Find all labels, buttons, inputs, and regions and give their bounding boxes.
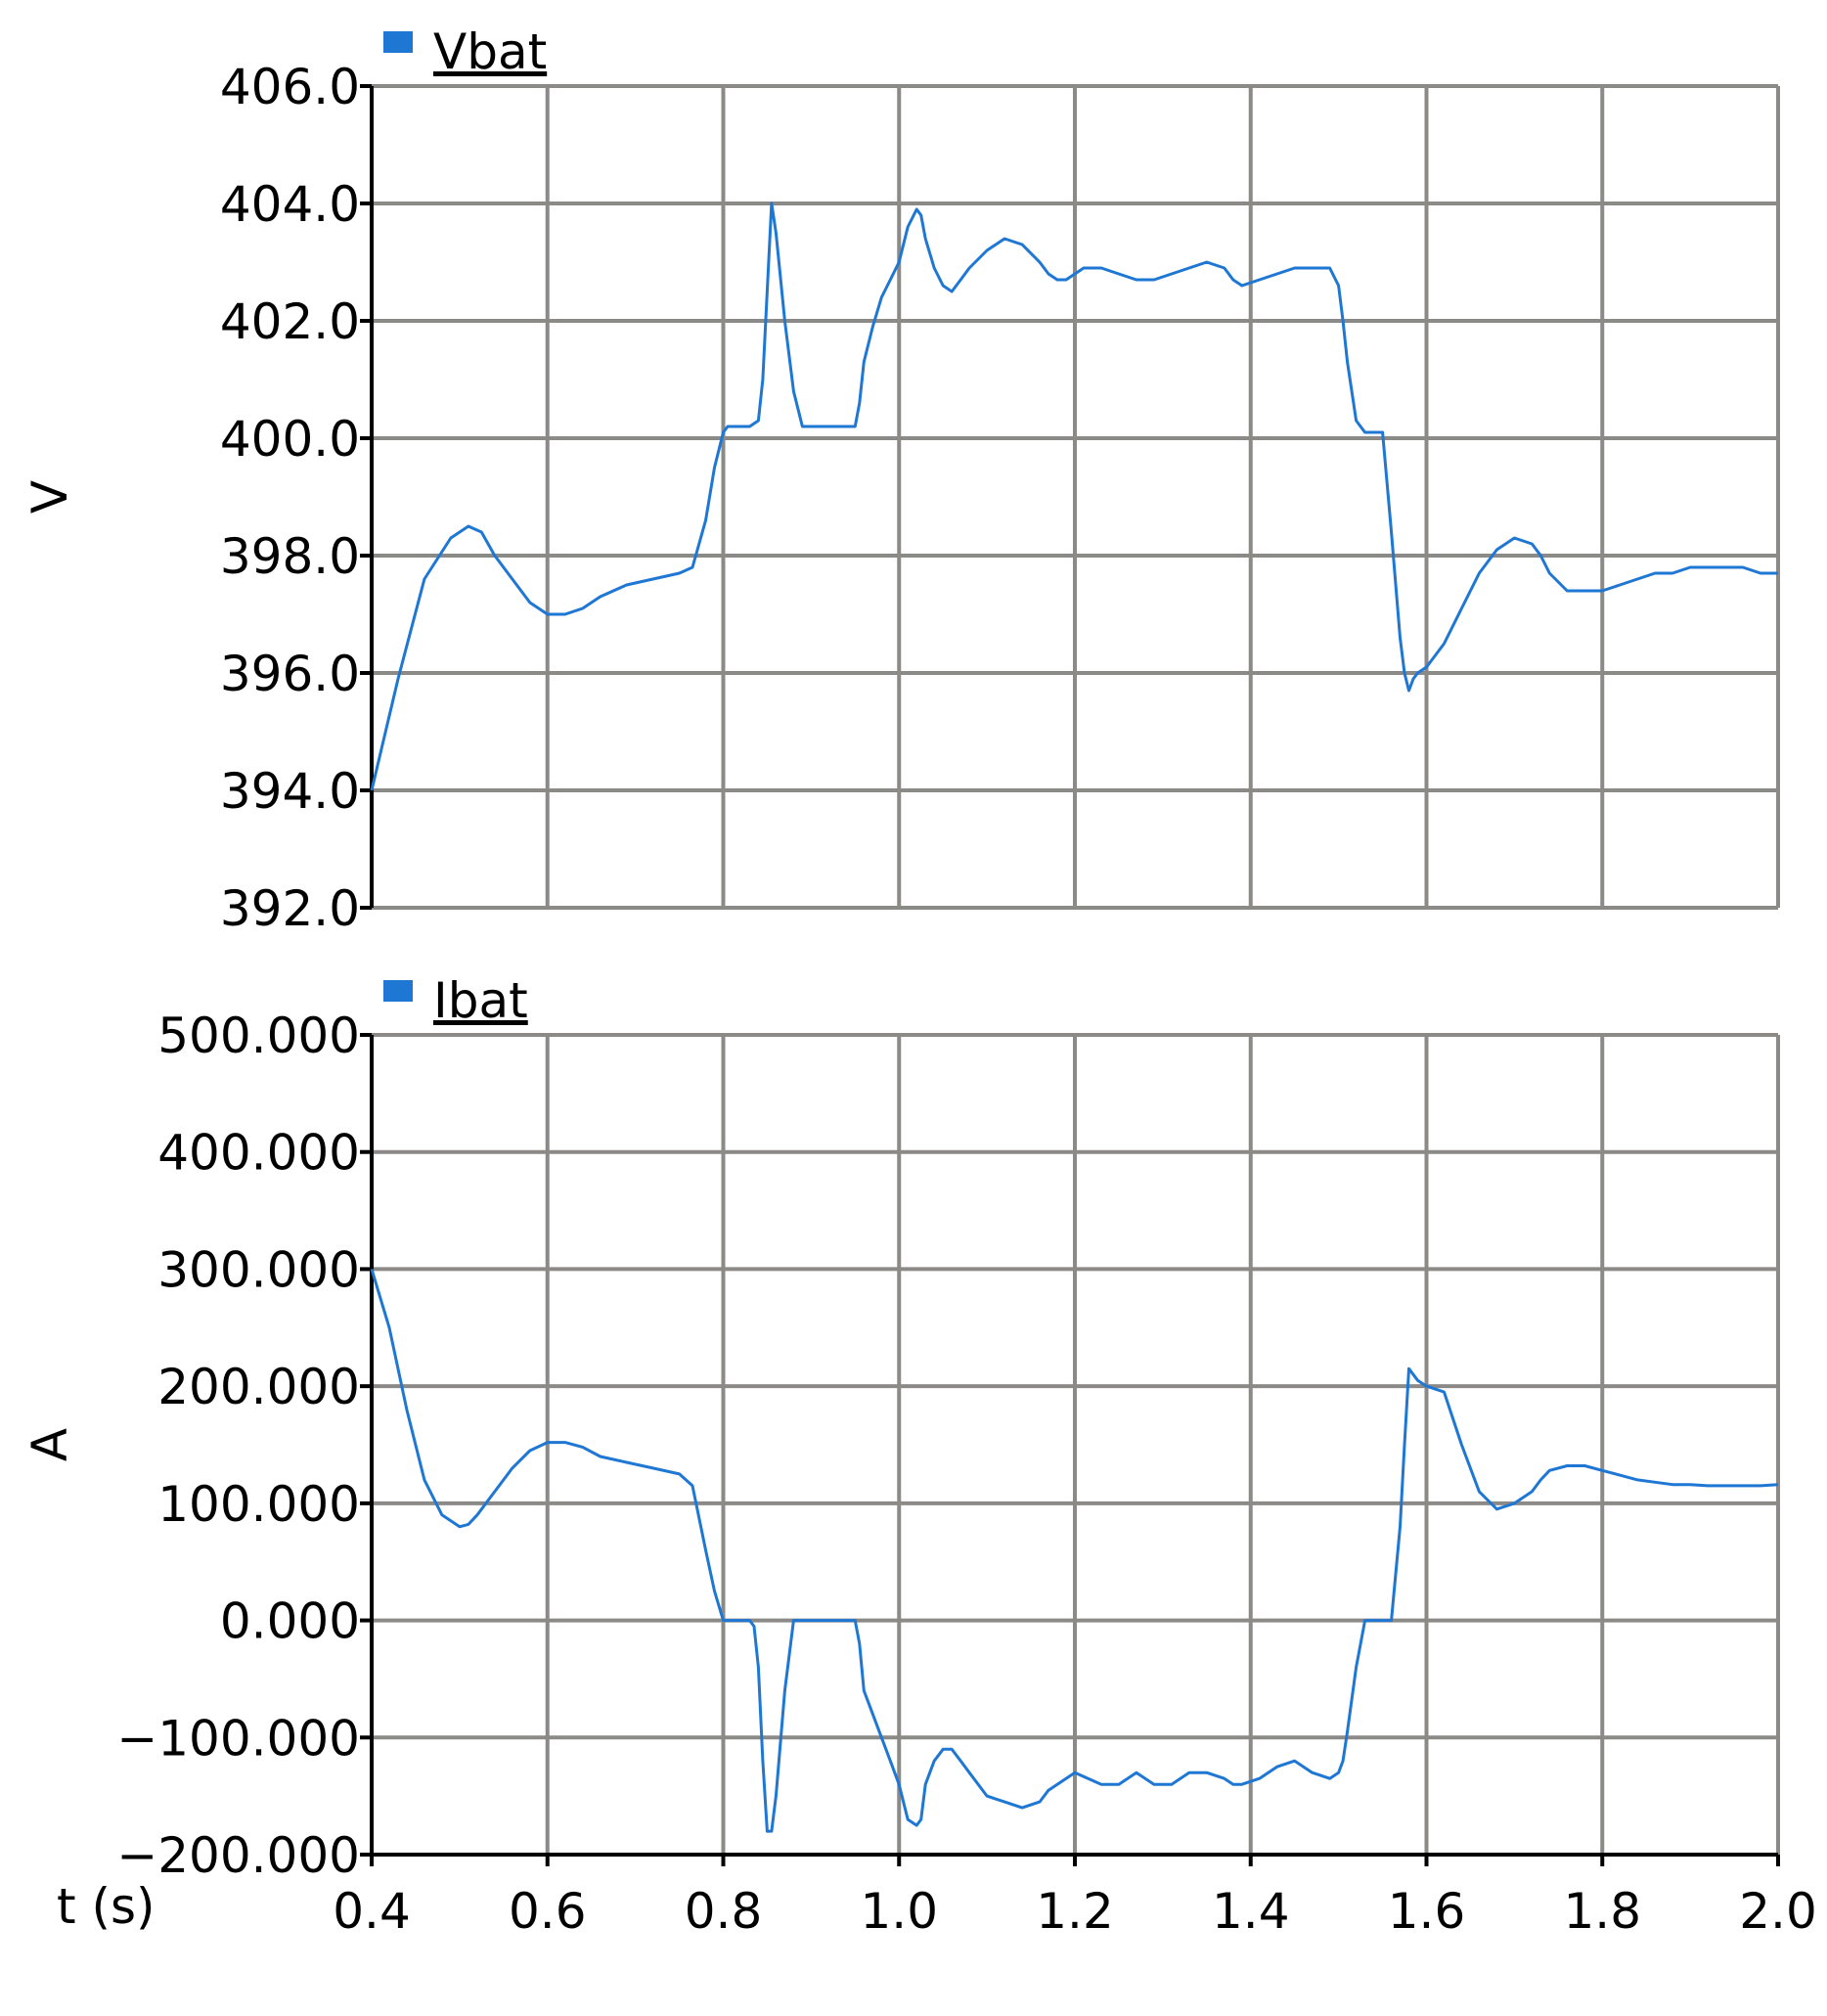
voltage-chart-panel: 392.0 394.0 396.0 398.0 400.0 402.0 404.0 406.0… [22,23,1780,937]
x-tick-label: 1.8 [1563,1883,1641,1940]
y-tick-label: −200.000 [116,1827,360,1884]
vbat-series-line [370,202,1778,791]
x-tick-label: 1.4 [1212,1883,1290,1940]
y-tick-label: 402.0 [220,293,360,350]
x-tick-label: 2.0 [1739,1883,1817,1940]
y-tick-label: 400.000 [157,1125,360,1182]
y-tick-label: 396.0 [220,646,360,702]
current-grid [370,1033,1780,1857]
y-tick-label: 300.000 [157,1241,360,1298]
y-tick-label: 0.000 [220,1593,360,1650]
x-tick-label: 1.0 [860,1883,938,1940]
y-tick-label: 500.000 [157,1008,360,1064]
y-tick-label: 200.000 [157,1359,360,1415]
y-tick-label: 404.0 [220,176,360,233]
ibat-legend-swatch [383,980,413,1002]
y-tick-label: 400.0 [220,411,360,468]
x-tick-label: 0.8 [685,1883,763,1940]
voltage-axes [360,84,374,910]
x-tick-label: 0.6 [509,1883,587,1940]
y-tick-label: −100.000 [116,1710,360,1767]
y-tick-label: 406.0 [220,59,360,115]
x-axis-label: t (s) [57,1878,156,1935]
y-tick-label: 394.0 [220,763,360,820]
voltage-y-tick-labels: 392.0 394.0 396.0 398.0 400.0 402.0 404.0 406.0 [220,59,360,937]
vbat-legend-label: Vbat [433,23,547,80]
voltage-grid [370,84,1780,910]
y-tick-label: 398.0 [220,528,360,585]
x-tick-label: 1.6 [1388,1883,1466,1940]
ibat-legend-label: Ibat [433,972,528,1029]
current-axes [360,1033,1780,1866]
y-tick-label: 100.000 [157,1476,360,1533]
vbat-legend-swatch [383,31,413,53]
current-y-axis-label: A [22,1428,78,1461]
x-tick-labels: 0.4 0.6 0.8 1.0 1.2 1.4 1.6 1.8 2.0 [333,1883,1817,1940]
y-tick-label: 392.0 [220,880,360,937]
ibat-series-line [370,1268,1779,1833]
x-tick-label: 1.2 [1036,1883,1114,1940]
current-chart-panel: −200.000 −100.000 0.000 100.000 200.000 300.0… [22,972,1817,1940]
x-tick-label: 0.4 [333,1883,411,1940]
voltage-y-axis-label: V [22,480,78,514]
current-y-tick-labels: −200.000 −100.000 0.000 100.000 200.000 300.0… [116,1008,360,1884]
